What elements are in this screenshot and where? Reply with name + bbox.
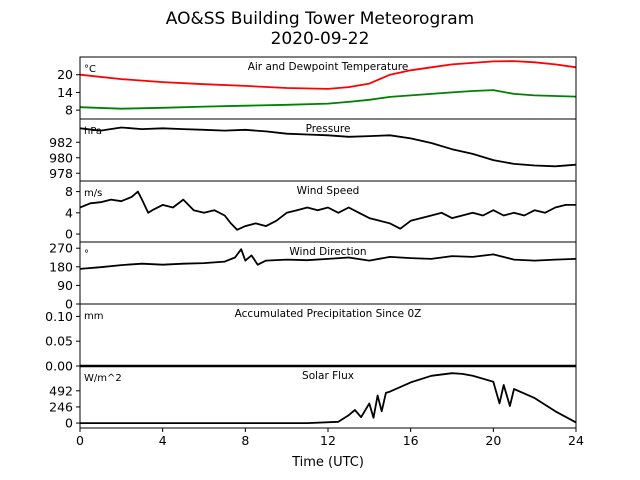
temperature-ytick-label: 14 [57,85,73,100]
xtick-label: 20 [485,433,501,448]
x-axis: 0 4 8 12 16 20 24 [76,428,584,448]
wind-direction-ytick-label: 0 [65,297,73,312]
solar-flux-ytick-label: 492 [49,383,73,398]
wind-direction-unit: ° [84,249,89,260]
solar-flux-series-0 [80,372,577,425]
xtick-label: 4 [159,433,167,448]
solar-flux-title: Solar Flux [302,370,354,382]
temperature-series-0 [79,60,577,90]
pressure-series-0 [79,126,577,168]
precipitation-title: Accumulated Precipitation Since 0Z [235,308,422,320]
precipitation-unit: mm [84,311,103,322]
precipitation-ytick-label: 0.00 [45,359,73,374]
solar-flux-unit: W/m^2 [84,373,122,384]
pressure-ytick-label: 980 [49,150,73,165]
solar-flux-ytick-label: 246 [49,399,73,414]
temperature-ytick-label: 20 [57,67,73,82]
temperature-series-1 [79,89,577,110]
figure-title-line2: 2020-09-22 [271,29,370,49]
panel-wind-direction: 0 90 180 270 Wind Direction ° [49,241,577,312]
pressure-unit: hPa [84,126,102,137]
wind-speed-ytick-label: 8 [65,184,73,199]
panel-precipitation: 0.00 0.05 0.10 Accumulated Precipitation Si… [45,303,577,374]
xtick-label: 24 [568,433,584,448]
solar-flux-ytick-label: 0 [65,416,73,431]
panel-wind-speed: 0 4 8 Wind Speed m/s [65,180,577,243]
wind-direction-ytick-label: 180 [49,259,73,274]
x-axis-label: Time (UTC) [291,455,364,470]
pressure-title: Pressure [306,123,351,135]
wind-speed-unit: m/s [84,188,102,199]
precipitation-ytick-label: 0.05 [45,334,73,349]
wind-speed-ytick-label: 4 [65,205,73,220]
wind-direction-series-0 [79,248,577,270]
wind-direction-ytick-label: 90 [57,278,73,293]
wind-speed-ytick-label: 0 [65,227,73,242]
figure-title-line1: AO&SS Building Tower Meteorogram [166,9,474,29]
pressure-ytick-label: 978 [49,166,73,181]
panel-temperature: 8 14 20 Air and Dewpoint Temperature °C [57,56,577,120]
wind-speed-series-0 [79,190,576,231]
xtick-label: 16 [403,433,419,448]
wind-direction-title: Wind Direction [289,246,366,258]
xtick-label: 12 [320,433,336,448]
pressure-ytick-label: 982 [49,135,73,150]
temperature-title: Air and Dewpoint Temperature [248,61,409,73]
precipitation-ytick-label: 0.10 [45,309,73,324]
temperature-ytick-label: 8 [65,103,73,118]
temperature-unit: °C [84,64,96,75]
xtick-label: 8 [241,433,249,448]
xtick-label: 0 [76,433,84,448]
wind-speed-title: Wind Speed [297,185,360,197]
wind-direction-ytick-label: 270 [49,241,73,256]
